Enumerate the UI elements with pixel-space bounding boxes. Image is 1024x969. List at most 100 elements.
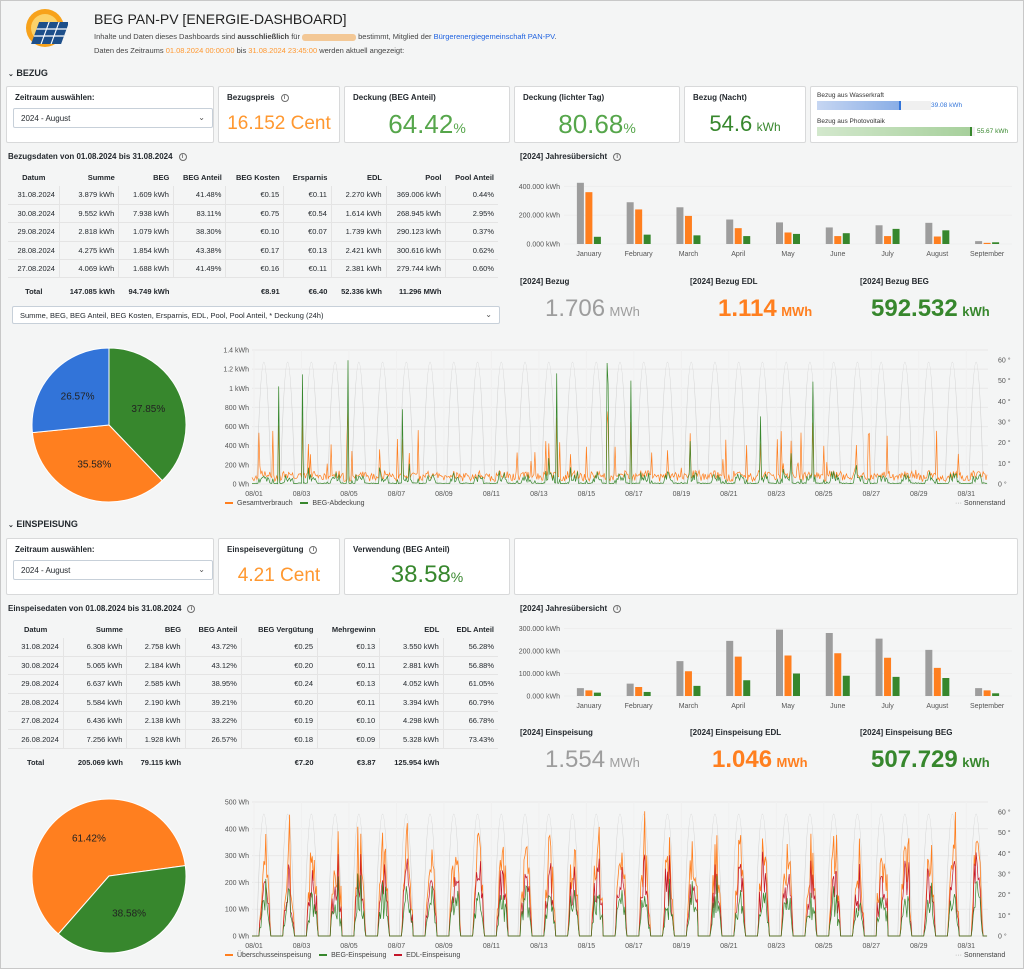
legend-item[interactable]: BEG-Abdeckung [300,500,365,507]
column-header[interactable]: Summe [87,172,115,182]
bar-edl[interactable] [585,690,593,696]
column-header[interactable]: BEG [164,624,182,634]
bar-beg[interactable] [743,236,751,244]
bar-summe[interactable] [576,182,584,244]
bar-edl[interactable] [983,242,991,244]
column-header[interactable]: Mehrgewinn [331,624,376,634]
bar-beg[interactable] [892,676,900,696]
column-header[interactable]: Pool Anteil [455,172,494,182]
bar-beg[interactable] [942,230,950,244]
bar-edl[interactable] [834,236,842,244]
info-icon[interactable]: i [178,152,187,161]
bar-edl[interactable] [585,192,593,244]
bar-summe[interactable] [726,640,734,696]
bar-edl[interactable] [734,228,742,244]
column-header[interactable]: EDL [367,172,382,182]
bar-beg[interactable] [892,228,900,244]
bar-summe[interactable] [776,629,783,696]
bar-edl[interactable] [834,653,842,696]
bar-beg[interactable] [593,236,601,244]
bar-summe[interactable] [825,633,833,696]
column-header[interactable]: EDL Anteil [456,624,494,634]
pie-slice[interactable] [108,347,187,482]
community-link[interactable]: Bürgerenergiegemeinschaft PAN-PV [433,32,555,41]
info-icon[interactable]: i [187,604,196,613]
bar-summe[interactable] [925,649,933,696]
bar-edl[interactable] [784,232,792,244]
bar-beg[interactable] [643,234,651,244]
bar-summe[interactable] [875,638,883,696]
bar-edl[interactable] [884,236,892,244]
zeitraum-select[interactable]: 2024 - August ⌄ [13,108,213,128]
bar-beg[interactable] [942,678,950,696]
bar-edl[interactable] [884,657,892,696]
legend-item[interactable]: Gesamtverbrauch [225,500,293,507]
column-header[interactable]: BEG Anteil [182,172,222,182]
bar-beg[interactable] [743,680,751,696]
legend-label: Sonnenstand [963,952,1006,959]
column-header[interactable]: BEG Anteil [198,624,238,634]
pie-slice[interactable] [31,424,163,503]
bar-beg[interactable] [992,242,1000,244]
bar-summe[interactable] [875,225,883,244]
bar-summe[interactable] [975,241,983,244]
column-header[interactable]: Datum [23,624,48,634]
column-header[interactable]: EDL [424,624,440,634]
ts1-legend-right[interactable]: ··· Sonnenstand [955,500,1006,507]
info-icon[interactable]: i [613,152,622,161]
bar-summe[interactable] [676,207,684,244]
bar-edl[interactable] [784,655,792,697]
info-icon[interactable]: i [309,545,318,554]
bar-summe[interactable] [975,688,983,696]
bar-edl[interactable] [983,690,991,696]
column-header[interactable]: Summe [95,624,123,634]
zeitraum-select-2[interactable]: 2024 - August ⌄ [13,560,213,580]
column-select[interactable]: Summe, BEG, BEG Anteil, BEG Kosten, Ersp… [12,306,500,324]
bar-beg[interactable] [593,692,601,696]
bar-edl[interactable] [635,209,643,244]
legend-item[interactable]: Überschusseinspeisung [225,952,311,959]
info-icon[interactable]: i [613,604,622,613]
bar-edl[interactable] [933,236,941,244]
bar-summe[interactable] [726,219,734,244]
table-cell: 5.065 kWh [62,656,127,676]
column-header[interactable]: Pool [425,172,442,182]
pie-slice[interactable] [31,347,110,434]
bar-summe[interactable] [626,202,634,244]
bar-edl[interactable] [734,656,742,696]
bar-edl[interactable] [635,687,643,696]
bar-summe[interactable] [576,688,584,696]
bar-beg[interactable] [793,233,800,244]
bar-beg[interactable] [693,235,701,244]
bar-beg[interactable] [643,691,651,696]
bar-edl[interactable] [684,215,692,244]
bar-beg[interactable] [842,675,850,696]
bar-edl[interactable] [684,671,692,696]
pie-slice[interactable] [31,798,186,935]
section-einspeisung[interactable]: ⌄ EINSPEISUNG [8,519,78,529]
bar-edl[interactable] [933,667,941,696]
section-bezug[interactable]: ⌄ BEZUG [8,68,48,78]
beg-einspeisung-series[interactable] [252,873,987,937]
column-header[interactable]: BEG [153,172,170,182]
legend-item[interactable]: BEG-Einspeisung [319,952,386,959]
pie-slice[interactable] [57,865,187,954]
y-tick-label: 600 Wh [225,424,249,431]
beg-abdeckung-series[interactable] [251,360,988,485]
bar-summe[interactable] [825,227,833,244]
info-icon[interactable]: i [280,93,289,102]
column-header[interactable]: Datum [22,172,46,182]
bar-beg[interactable] [842,233,850,244]
bar-beg[interactable] [992,693,1000,696]
column-header[interactable]: BEG Vergütung [258,624,314,634]
ts2-legend-right[interactable]: ··· Sonnenstand [955,952,1006,959]
bar-summe[interactable] [776,222,783,244]
bar-summe[interactable] [676,661,684,696]
bar-beg[interactable] [793,673,800,697]
column-header[interactable]: BEG Kosten [235,172,280,182]
bar-beg[interactable] [693,685,701,696]
bar-summe[interactable] [626,683,634,696]
column-header[interactable]: Ersparnis [292,172,328,182]
legend-item[interactable]: EDL-Einspeisung [394,952,460,959]
bar-summe[interactable] [925,222,933,244]
